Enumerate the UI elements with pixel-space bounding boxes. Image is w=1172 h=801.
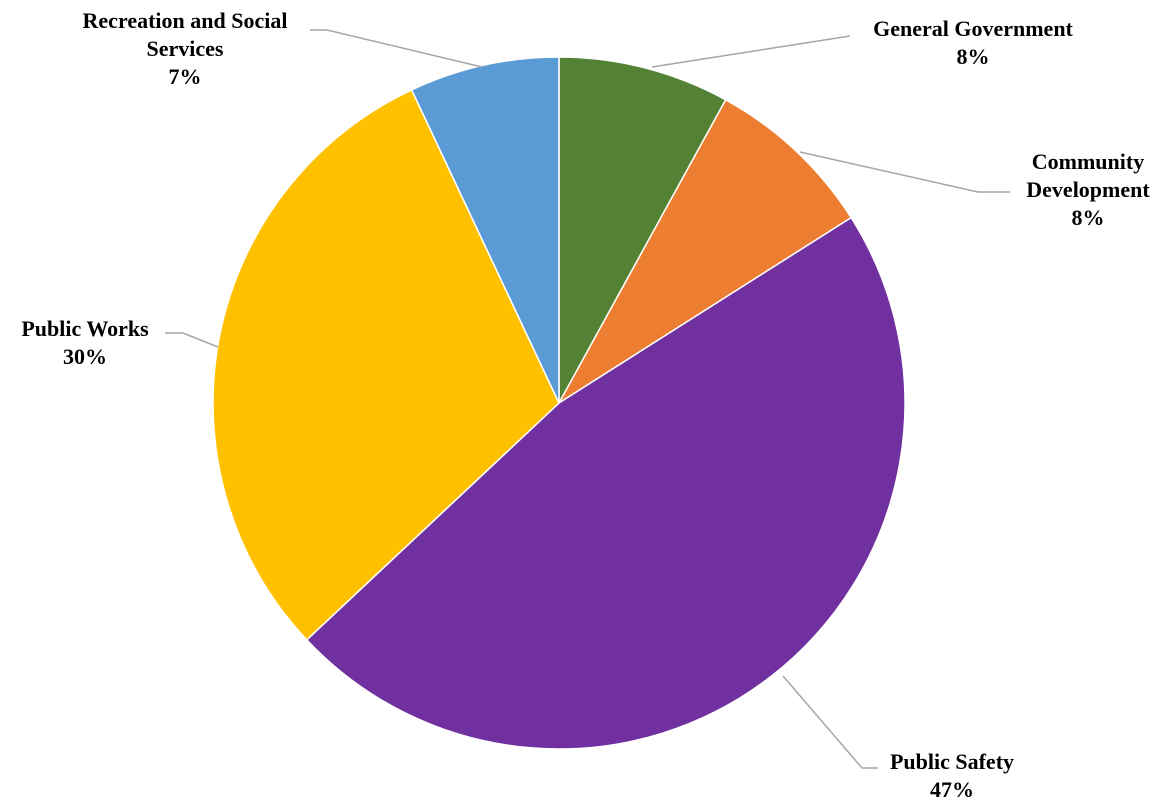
pie-slice-recreation-and-social-services — [410, 56, 560, 404]
leader-line-community-development — [799, 151, 1010, 193]
data-label-general-government: General Government 8% — [873, 16, 1073, 69]
data-label-line: Public Safety — [890, 749, 1014, 774]
data-label-line: General Government — [873, 16, 1073, 41]
data-label-line: Development — [1026, 177, 1150, 202]
data-label-recreation-and-social-services: Recreation and Social Services 7% — [83, 8, 288, 89]
data-label-line: Recreation and Social — [83, 8, 288, 33]
data-label-line: 8% — [957, 44, 990, 69]
leader-line-public-works — [165, 332, 219, 348]
data-label-line: 8% — [1072, 205, 1105, 230]
leader-line-public-safety — [782, 675, 878, 769]
data-label-line: Services — [147, 36, 224, 61]
data-label-public-works: Public Works 30% — [21, 316, 149, 369]
data-label-line: 47% — [930, 777, 974, 801]
data-label-line: 30% — [63, 344, 107, 369]
data-labels-layer: General Government 8% Community Development… — [21, 8, 1150, 801]
pie-slice-public-safety — [305, 216, 906, 750]
data-label-community-development: Community Development 8% — [1026, 149, 1150, 230]
data-label-line: Public Works — [21, 316, 149, 341]
pie-slice-community-development — [558, 98, 853, 404]
leader-line-recreation-and-social-services — [310, 29, 483, 68]
pie-slice-general-government — [558, 56, 727, 404]
leader-lines-layer — [165, 29, 1010, 769]
pie-slice-public-works — [212, 88, 560, 641]
data-label-line: 7% — [169, 64, 202, 89]
leader-line-general-government — [651, 35, 851, 68]
data-label-line: Community — [1032, 149, 1144, 174]
slices-layer — [212, 56, 906, 750]
data-label-public-safety: Public Safety 47% — [890, 749, 1014, 801]
